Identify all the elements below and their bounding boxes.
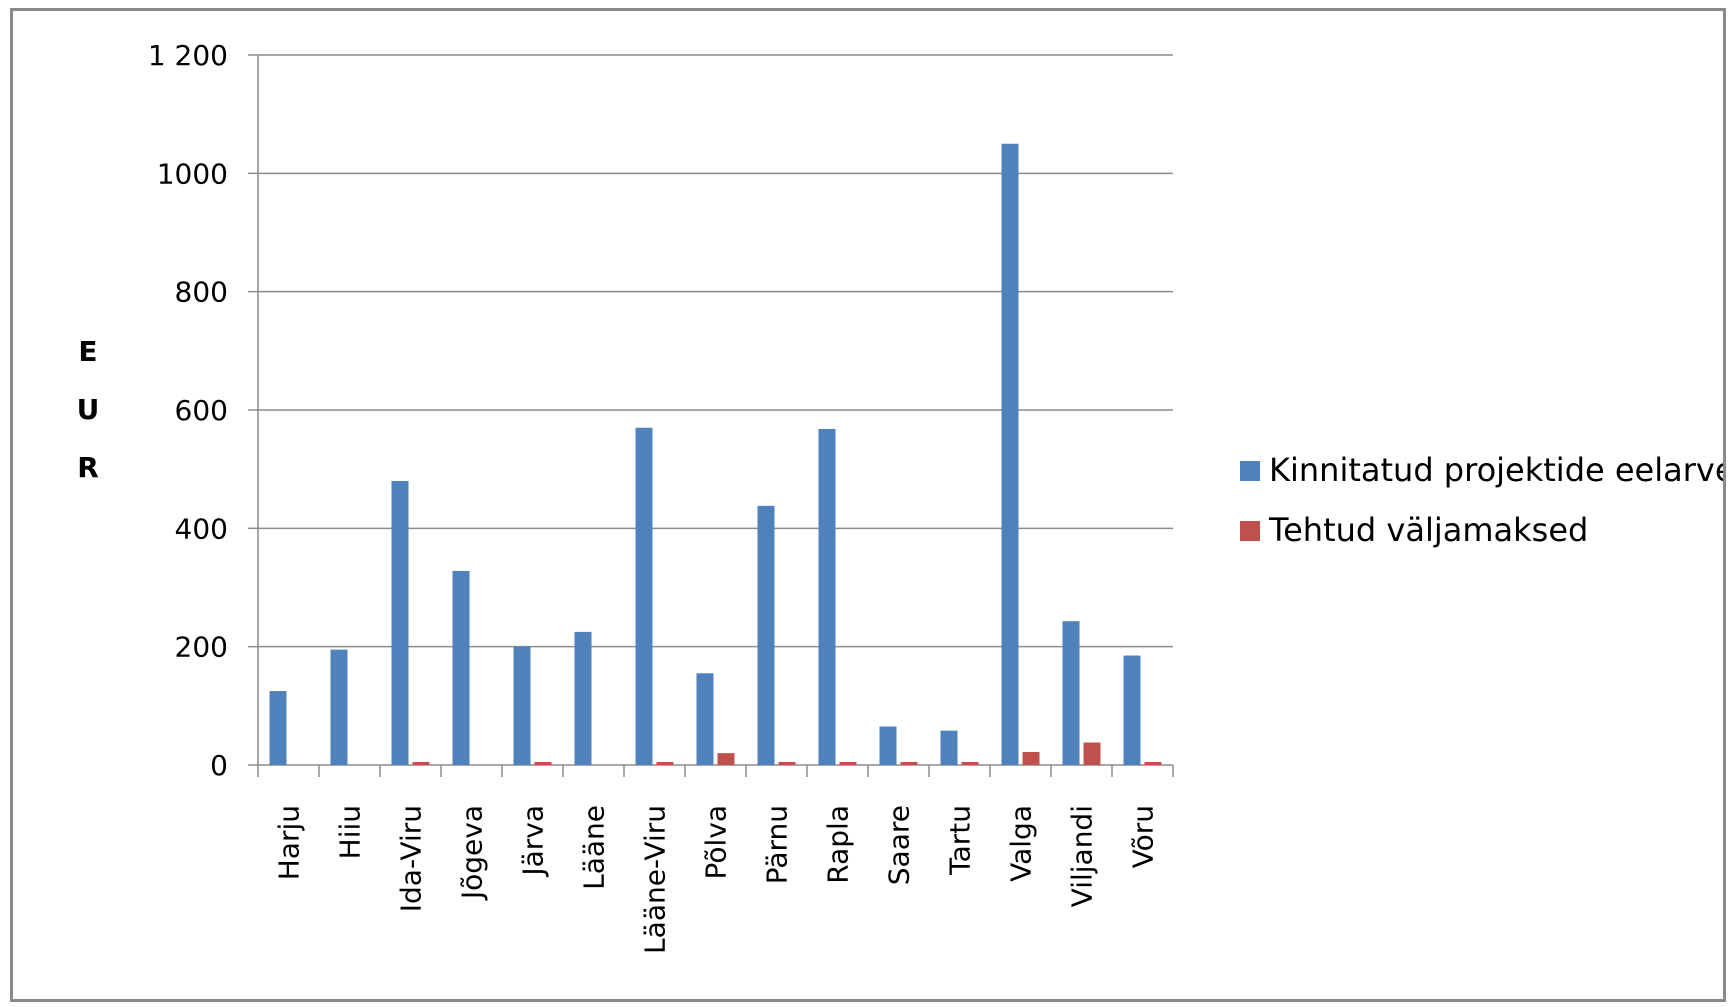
bar-payout xyxy=(717,753,735,765)
bar-budget xyxy=(269,691,287,765)
y-tick-label: 200 xyxy=(175,631,228,664)
bar-budget xyxy=(1062,621,1080,765)
y-tick-label: 600 xyxy=(175,394,228,427)
x-tick-label: Jõgeva xyxy=(456,805,489,901)
legend-swatch xyxy=(1240,461,1260,481)
bar-budget xyxy=(879,726,897,765)
legend-label: Kinnitatud projektide eelarved xyxy=(1269,451,1723,489)
bar-payout xyxy=(778,762,796,765)
x-tick-label: Viljandi xyxy=(1066,805,1099,907)
bar-budget xyxy=(1001,143,1019,765)
x-tick-label: Võru xyxy=(1127,805,1160,868)
x-tick-label: Pärnu xyxy=(761,805,794,884)
x-tick-label: Saare xyxy=(883,805,916,885)
gridlines xyxy=(258,54,1173,648)
y-tick-label: 400 xyxy=(175,512,228,545)
y-axis-title-letter: R xyxy=(77,451,99,484)
x-tick-label: Harju xyxy=(273,805,306,880)
chart-frame: 0 200 400 600 800 1000 1 200 Harju Hiiu Ida-Viru… xyxy=(10,8,1726,1002)
bar-budget xyxy=(574,631,592,765)
bar-budget xyxy=(330,649,348,765)
legend: Kinnitatud projektide eelarved Tehtud väl… xyxy=(1240,451,1723,549)
legend-swatch xyxy=(1240,521,1260,541)
bar-payout xyxy=(656,762,674,765)
x-tick-label: Rapla xyxy=(822,805,855,884)
y-tick-label: 0 xyxy=(210,749,228,782)
bar-budget xyxy=(1123,655,1141,765)
bar-budget xyxy=(452,570,470,765)
bar-budget xyxy=(757,505,775,765)
bar-budget xyxy=(696,673,714,765)
bar-payout xyxy=(900,762,918,765)
y-axis-title: EUR xyxy=(77,335,100,484)
bars xyxy=(269,143,1162,765)
x-tick-label: Lääne xyxy=(578,805,611,890)
bar-budget xyxy=(635,427,653,765)
y-tick-label: 1 200 xyxy=(148,39,228,72)
bar-payout xyxy=(1144,762,1162,765)
y-axis-title-letter: U xyxy=(77,393,100,426)
y-tick-label: 1000 xyxy=(157,157,228,190)
x-tick-label: Ida-Viru xyxy=(395,805,428,912)
bar-payout xyxy=(839,762,857,765)
x-tick-labels: Harju Hiiu Ida-Viru Jõgeva Järva Lääne Lääne-V… xyxy=(273,805,1160,954)
y-tick-labels: 0 200 400 600 800 1000 1 200 xyxy=(148,39,228,782)
x-tick-label: Valga xyxy=(1005,805,1038,882)
bar-payout xyxy=(1022,751,1040,765)
legend-label: Tehtud väljamaksed xyxy=(1268,511,1588,549)
axes xyxy=(248,54,1174,777)
bar-payout xyxy=(961,762,979,765)
bar-budget xyxy=(513,646,531,765)
bar-budget xyxy=(391,481,409,765)
bar-budget xyxy=(818,428,836,765)
bar-budget xyxy=(940,730,958,765)
x-tick-label: Hiiu xyxy=(334,805,367,859)
bar-payout xyxy=(534,762,552,765)
bar-chart: 0 200 400 600 800 1000 1 200 Harju Hiiu Ida-Viru… xyxy=(77,39,1723,954)
bar-payout xyxy=(412,762,430,765)
x-tick-label: Tartu xyxy=(944,805,977,876)
y-axis-title-letter: E xyxy=(78,335,97,368)
y-tick-label: 800 xyxy=(175,276,228,309)
x-tick-label: Põlva xyxy=(700,805,733,880)
bar-payout xyxy=(1083,742,1101,765)
x-tick-label: Järva xyxy=(517,805,550,878)
x-tick-label: Lääne-Viru xyxy=(639,805,672,954)
